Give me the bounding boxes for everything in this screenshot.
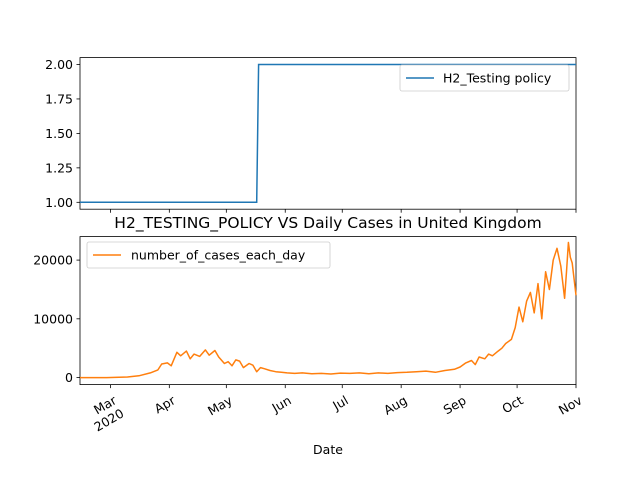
bottom-subplot: H2_TESTING_POLICY VS Daily Cases in Unit… xyxy=(33,214,585,457)
top-legend-box xyxy=(399,64,570,92)
y-tick-label: 1.00 xyxy=(45,195,73,210)
chart-title: H2_TESTING_POLICY VS Daily Cases in Unit… xyxy=(114,214,541,233)
top-legend: H2_Testing policy xyxy=(399,64,570,92)
x-tick-label: Apr xyxy=(152,392,179,416)
x-tick-label: Nov xyxy=(556,392,585,417)
y-tick-label: 1.75 xyxy=(45,91,73,106)
y-tick-label: 2.00 xyxy=(45,57,73,72)
x-tick-label: Jul xyxy=(329,393,350,414)
series-line-testing-policy xyxy=(80,63,576,204)
bottom-legend-box xyxy=(86,241,331,269)
y-tick-label: 0 xyxy=(65,370,73,385)
x-tick-label: Mar2020 xyxy=(84,392,127,434)
top-legend-label: H2_Testing policy xyxy=(443,71,552,86)
x-tick-label: May xyxy=(205,392,235,418)
y-tick-label: 1.25 xyxy=(45,160,73,175)
bottom-legend-label: number_of_cases_each_day xyxy=(131,248,306,263)
x-tick-label: Aug xyxy=(381,393,410,418)
x-tick-label: Sep xyxy=(441,393,469,418)
series-line-daily-cases xyxy=(80,241,577,379)
top-x-ticks xyxy=(110,209,577,213)
bottom-axes-frame xyxy=(79,236,577,386)
bottom-x-ticks: Mar2020 Apr May Jun Jul Aug Sep Oct Nov xyxy=(84,384,585,434)
y-tick-label: 10000 xyxy=(33,311,73,326)
x-axis-label: Date xyxy=(313,442,343,457)
x-tick-label: Jun xyxy=(268,393,293,416)
bottom-legend: number_of_cases_each_day xyxy=(86,241,331,269)
bottom-y-ticks: 0 10000 20000 xyxy=(33,253,80,385)
top-y-ticks: 1.00 1.25 1.50 1.75 2.00 xyxy=(45,57,80,210)
y-tick-label: 20000 xyxy=(33,253,73,268)
y-tick-label: 1.50 xyxy=(45,126,73,141)
top-subplot: 1.00 1.25 1.50 1.75 2.00 H2_Testing policy xyxy=(45,57,577,213)
x-tick-label: Oct xyxy=(499,392,525,416)
